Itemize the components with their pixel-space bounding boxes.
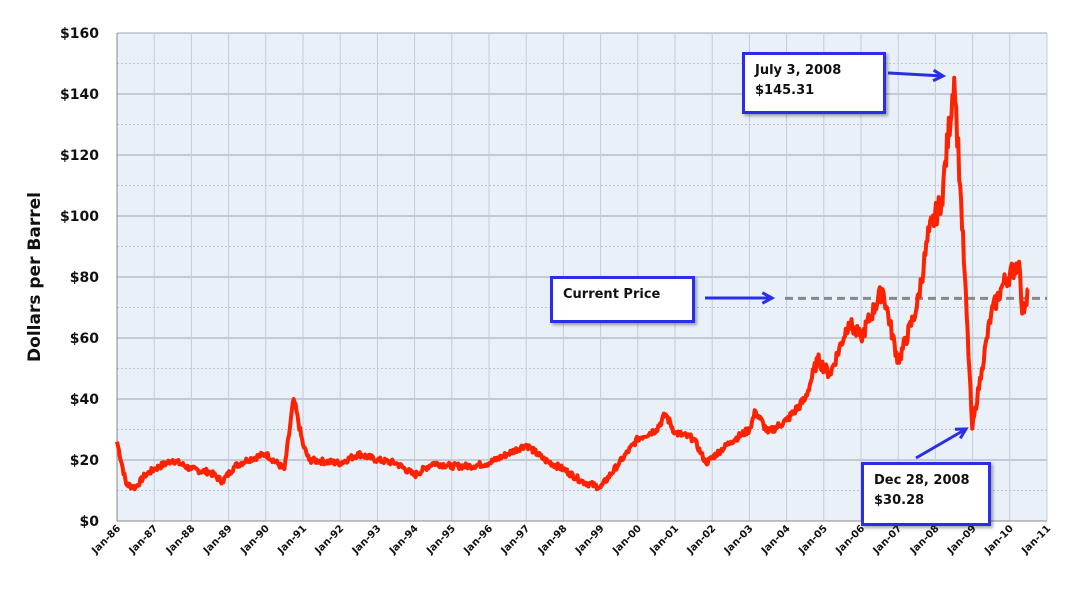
annotation-low-date: Dec 28, 2008 [874,473,970,488]
price-series-line [115,75,1030,492]
x-tick-label: Jan-91 [275,523,309,557]
x-tick-label: Jan-93 [350,523,384,557]
arrow-peak-head [932,68,947,83]
y-tick-label: $160 [60,26,99,42]
x-tick-label: Jan-99 [573,523,607,557]
x-tick-label: Jan-09 [945,523,979,557]
annotation-peak-date: July 3, 2008 [755,63,842,78]
annotation-current-label: Current Price [563,287,661,302]
y-tick-label: $100 [60,209,99,225]
arrow-low [915,427,967,460]
y-tick-label: $80 [70,270,99,286]
x-tick-label: Jan-88 [164,523,198,557]
y-tick-label: $60 [70,331,99,347]
x-tick-label: Jan-04 [759,523,793,557]
y-tick-label: $140 [60,87,99,103]
arrow-peak [887,71,944,78]
y-tick-label: $0 [80,514,100,530]
annotation-peak: July 3, 2008 $145.31 [742,52,886,114]
annotation-peak-price: $145.31 [755,83,815,98]
y-tick-label: $120 [60,148,99,164]
annotation-current-price: Current Price [550,276,695,323]
x-tick-label: Jan-03 [722,523,756,557]
y-axis-label: Dollars per Barrel [25,192,45,362]
x-tick-label: Jan-98 [536,523,570,557]
x-tick-label: Jan-11 [1019,523,1053,557]
y-tick-label: $40 [70,392,99,408]
annotation-low-price: $30.28 [874,493,925,508]
arrow-low-head [954,427,969,440]
x-tick-label: Jan-89 [201,523,235,557]
y-tick-label: $20 [70,453,99,469]
x-tick-label: Jan-05 [796,523,830,557]
x-tick-label: Jan-94 [387,523,421,557]
x-tick-label: Jan-96 [461,523,495,557]
x-tick-label: Jan-87 [127,523,161,557]
x-tick-label: Jan-95 [424,523,458,557]
x-tick-label: Jan-08 [908,523,942,557]
x-tick-label: Jan-00 [610,523,644,557]
x-tick-label: Jan-02 [685,523,719,557]
x-tick-label: Jan-92 [313,523,347,557]
x-tick-label: Jan-01 [647,523,681,557]
arrow-current-price-head [761,291,776,305]
annotation-low: Dec 28, 2008 $30.28 [861,462,991,526]
x-tick-label: Jan-97 [499,523,533,557]
x-tick-label: Jan-90 [238,523,272,557]
x-tick-label: Jan-07 [871,523,905,557]
x-tick-label: Jan-06 [833,523,867,557]
x-tick-label: Jan-10 [982,523,1016,557]
